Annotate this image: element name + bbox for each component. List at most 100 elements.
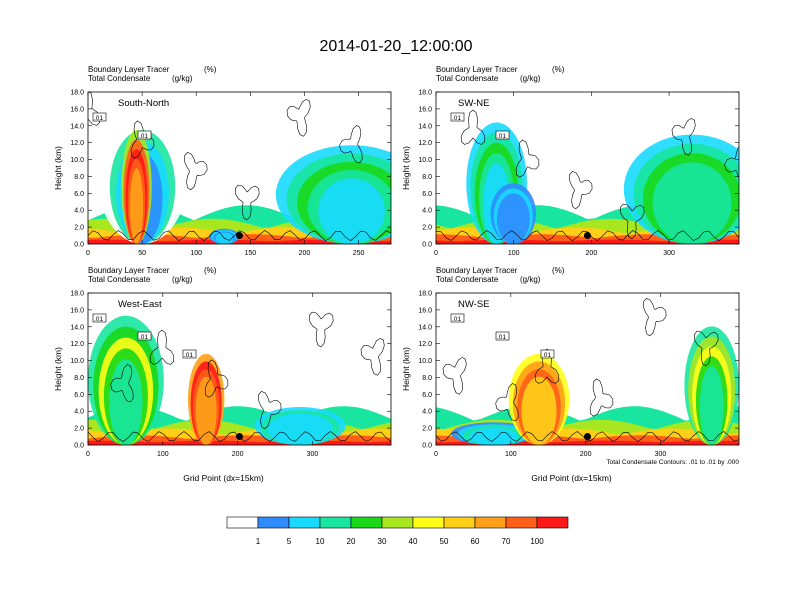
y-tick-label: 6.0 [422,392,432,399]
cross-section-name: West-East [118,299,162,310]
field-label-tracer: Boundary Layer Tracer [436,65,518,74]
contour-label: .01 [92,112,107,122]
condensate-contour [234,184,260,221]
y-tick-label: 8.0 [422,174,432,181]
condensate-contour [110,364,134,403]
field-unit-condensate: (g/kg) [172,275,193,284]
location-marker [584,433,591,441]
y-tick-label: 12.0 [418,140,432,147]
y-tick-label: 4.0 [422,409,432,416]
condensate-contour [204,359,229,398]
x-tick-label: 0 [86,250,90,257]
tracer-cell [699,366,724,445]
tracer-field [88,92,391,244]
colorbar-swatch [381,516,414,529]
contour-label-text: .01 [139,133,148,140]
x-tick-label: 0 [434,451,438,458]
condensate-contour [436,230,739,241]
y-tick-label: 16.0 [418,307,432,314]
y-tick-label: 10.0 [418,358,432,365]
tracer-cell [129,168,144,244]
x-tick-label: 200 [586,250,598,257]
contour-label: .01 [92,313,107,323]
colorbar-label: 100 [530,537,544,546]
colorbar-swatch [443,516,476,529]
y-tick-label: 0.0 [74,242,84,249]
colorbar-label: 10 [316,537,325,546]
colorbar-swatch [319,516,352,529]
y-axis-title: Height (km) [401,347,411,391]
condensate-contour [442,356,467,395]
tracer-cell [318,178,385,244]
contour-label-text: .01 [497,334,506,341]
y-tick-label: 18.0 [418,291,432,298]
y-tick-label: 0.0 [422,242,432,249]
panel-sw-ne: Boundary Layer Tracer (%) Total Condensate… [401,65,740,257]
x-axis-title: Grid Point (dx=15km) [531,473,612,483]
y-tick-label: 14.0 [70,123,84,130]
x-tick-label: 200 [232,451,244,458]
colorbar-label: 70 [502,537,511,546]
panels: Boundary Layer Tracer (%) Total Condensate… [53,65,740,483]
contour-label-text: .01 [184,352,193,359]
contour-label-text: .01 [452,115,461,122]
condensate-contour [360,337,385,376]
x-axis-title: Grid Point (dx=15km) [183,473,264,483]
field-label-tracer: Boundary Layer Tracer [88,266,170,275]
y-tick-label: 8.0 [422,375,432,382]
field-unit-tracer: (%) [204,65,217,74]
y-tick-label: 4.0 [74,208,84,215]
y-tick-label: 8.0 [74,375,84,382]
plot-frame [87,91,392,245]
contour-footnote: Total Condensate Contours: .01 to .01 by… [606,459,739,466]
colorbar-swatch [288,516,321,529]
x-tick-label: 50 [138,250,146,257]
colorbar-swatch [505,516,538,529]
contour-label: .01 [137,331,152,341]
colorbar: 1 5 10 20 30 40 50 60 70 100 [226,516,569,546]
condensate-contour [184,152,208,191]
y-axis-title: Height (km) [53,146,63,190]
tracer-band [88,239,391,244]
colorbar-label: 60 [471,537,480,546]
colorbar-label: 20 [347,537,356,546]
y-tick-label: 0.0 [422,443,432,450]
field-label-tracer: Boundary Layer Tracer [436,266,518,275]
location-marker [236,232,243,240]
field-unit-tracer: (%) [204,266,217,275]
y-tick-label: 4.0 [74,409,84,416]
colorbar-swatch [257,516,290,529]
condensate-contour [643,298,667,337]
condensate-contour [589,378,614,417]
colorbar-swatch [350,516,383,529]
x-tick-label: 0 [434,250,438,257]
x-tick-label: 100 [157,451,169,458]
y-tick-label: 18.0 [70,291,84,298]
y-tick-label: 2.0 [74,225,84,232]
contour-label-text: .01 [94,115,103,122]
y-tick-label: 16.0 [70,106,84,113]
condensate-contour [286,98,311,137]
tracer-field [436,92,739,244]
y-tick-label: 16.0 [70,307,84,314]
x-tick-label: 300 [655,451,667,458]
colorbar-swatch [536,516,569,529]
colorbar-label: 40 [409,537,418,546]
colorbar-swatch [226,516,259,529]
tracer-cell [521,376,557,445]
x-tick-label: 100 [190,250,202,257]
colorbar-label: 1 [256,537,261,546]
x-tick-label: 300 [663,250,675,257]
condensate-contour [495,383,519,422]
y-tick-label: 2.0 [422,426,432,433]
panel-west-east: Boundary Layer Tracer (%) Total Condensate… [53,266,392,483]
plot-frame [87,292,392,446]
x-tick-label: 150 [244,250,256,257]
condensate-contour [693,330,719,367]
cross-section-name: NW-SE [458,299,490,310]
condensate-contour [308,311,334,348]
condensate-contour [724,146,739,179]
tracer-cell [195,376,217,445]
field-unit-condensate: (g/kg) [172,74,193,83]
